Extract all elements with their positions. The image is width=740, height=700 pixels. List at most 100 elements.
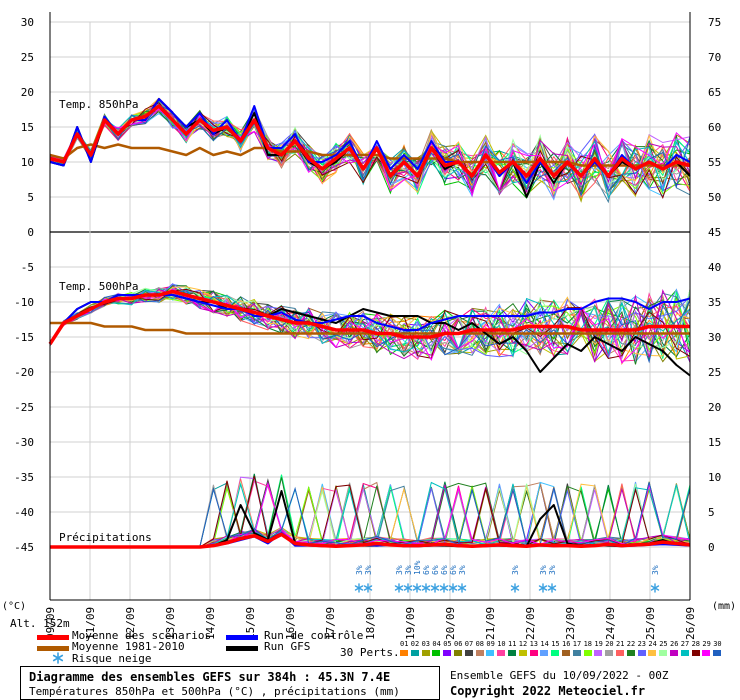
left-tick-label: -40: [14, 506, 34, 519]
pert-swatch: [637, 650, 646, 656]
date-label: 18/09: [364, 607, 377, 640]
left-tick-label: 25: [21, 51, 34, 64]
copyright: Copyright 2022 Meteociel.fr: [450, 684, 646, 698]
pert-line-t500: [49, 288, 691, 364]
left-tick-label: 15: [21, 121, 34, 134]
pert-swatch: [626, 650, 635, 656]
pert-swatch: [432, 650, 441, 656]
right-tick-label: 25: [708, 366, 721, 379]
snow-risk-pct: 3%: [511, 565, 520, 575]
right-tick-label: 75: [708, 16, 721, 29]
right-tick-label: 35: [708, 296, 721, 309]
date-label: 25/09: [644, 607, 657, 640]
snow-risk-pct: 6%: [440, 565, 449, 575]
footer-title: Diagramme des ensembles GEFS sur 384h : …: [29, 670, 391, 684]
date-label: 24/09: [604, 607, 617, 640]
snow-risk-pct: 3%: [355, 565, 364, 575]
footer-subtitle: Températures 850hPa et 500hPa (°C) , pré…: [29, 685, 400, 698]
right-tick-label: 65: [708, 86, 721, 99]
snowflake-icon: [363, 583, 373, 593]
left-tick-label: -15: [14, 331, 34, 344]
right-tick-label: 0: [708, 541, 715, 554]
pert-number: 29: [702, 640, 711, 648]
snow-risk-pct: 6%: [422, 565, 431, 575]
pert-number: 03: [421, 640, 431, 648]
snow-risk-pct: 3%: [548, 565, 557, 575]
legend-label-control: Run de contrôle: [264, 629, 364, 642]
pert-swatch: [443, 650, 452, 656]
pert-swatch: [551, 650, 560, 656]
pert-swatch: [497, 650, 506, 656]
main-series-lines: [48, 98, 691, 549]
pert-swatch: [529, 650, 538, 656]
snowflake-icon: [412, 583, 422, 593]
pert-number: 12: [518, 640, 528, 648]
panel-label-t850: Temp. 850hPa: [59, 98, 138, 111]
date-label: 16/09: [284, 607, 297, 640]
pert-number: 01: [400, 640, 409, 648]
pert-number: 20: [605, 640, 614, 648]
pert-number: 26: [670, 640, 679, 648]
right-tick-label: 20: [708, 401, 721, 414]
footer-title-box: Diagramme des ensembles GEFS sur 384h : …: [20, 666, 440, 700]
snowflake-icon: [448, 583, 458, 593]
panel-label-precip: Précipitations: [59, 531, 152, 544]
snow-risk-pct: 6%: [431, 565, 440, 575]
left-tick-label: 5: [27, 191, 34, 204]
pert-number: 24: [648, 640, 657, 648]
pert-number: 11: [508, 640, 517, 648]
snowflake-icon: [650, 583, 660, 593]
pert-number: 25: [659, 640, 668, 648]
date-label: 26/09: [684, 607, 697, 640]
date-label: 11/09: [84, 607, 97, 640]
right-tick-label: 60: [708, 121, 721, 134]
snowflake-icon: [354, 583, 364, 593]
snowflake-icon: [394, 583, 404, 593]
legend-label-climato: Moyenne 1981-2010: [72, 640, 185, 653]
panel-label-t500: Temp. 500hPa: [59, 280, 138, 293]
snow-risk-pct: 3%: [539, 565, 548, 575]
legend-swatch-mean: [37, 635, 69, 640]
series-line-t850: [49, 104, 691, 178]
pert-number: 05: [443, 640, 452, 648]
left-tick-label: -35: [14, 471, 34, 484]
snowflake-icon: [538, 583, 548, 593]
series-line-t500: [48, 289, 690, 345]
date-label: 13/09: [164, 607, 177, 640]
snow-risk-pct: 3%: [651, 565, 660, 575]
pert-swatch: [486, 650, 495, 656]
left-tick-label: -20: [14, 366, 34, 379]
right-tick-label: 70: [708, 51, 721, 64]
right-tick-label: 40: [708, 261, 721, 274]
right-tick-label: 55: [708, 156, 721, 169]
perts-label: 30 Perts.: [340, 646, 400, 659]
pert-number: 27: [680, 640, 690, 648]
pert-number: 06: [454, 640, 463, 648]
pert-number: 14: [540, 640, 549, 648]
pert-line-t850: [49, 108, 691, 198]
right-tick-label: 10: [708, 471, 721, 484]
snowflake-icon: [457, 583, 467, 593]
left-tick-label: -30: [14, 436, 34, 449]
pert-swatch: [454, 650, 462, 656]
pert-swatch: [464, 650, 473, 656]
left-tick-label: 10: [21, 156, 34, 169]
pert-swatch: [562, 650, 570, 656]
pert-number: 15: [551, 640, 560, 648]
pert-swatch: [508, 650, 516, 656]
snowflake-icon: [421, 583, 431, 593]
snow-risk-pct: 10%: [413, 560, 422, 575]
date-label: 22/09: [524, 607, 537, 640]
pert-number: 07: [464, 640, 474, 648]
snow-risk-pct: 3%: [364, 565, 373, 575]
pert-number: 23: [637, 640, 647, 648]
left-tick-label: 0: [27, 226, 34, 239]
pert-number: 09: [486, 640, 495, 648]
date-label: 14/09: [204, 607, 217, 640]
date-label: 20/09: [444, 607, 457, 640]
right-axis-unit: (mm): [712, 601, 736, 612]
pert-swatch: [616, 650, 624, 656]
date-label: 19/09: [404, 607, 417, 640]
legend-swatch-control: [226, 635, 258, 640]
